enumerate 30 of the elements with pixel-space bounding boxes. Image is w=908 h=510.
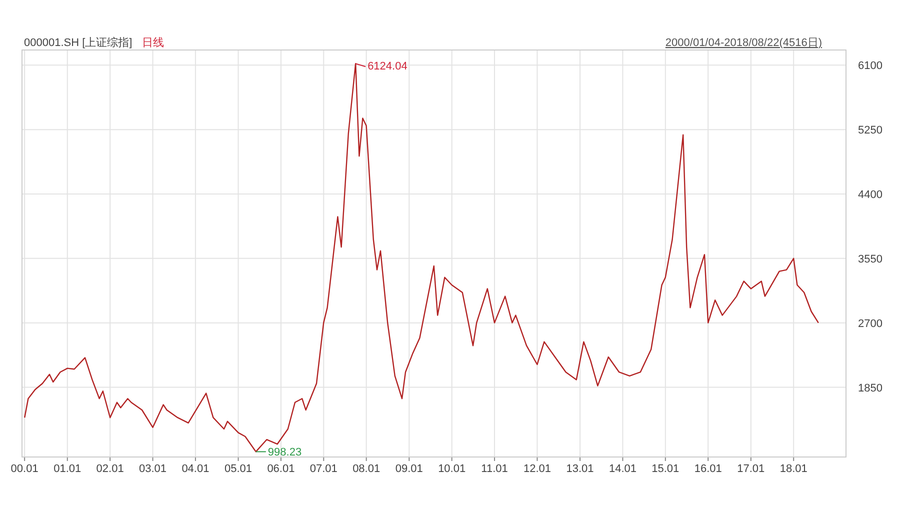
x-tick-label: 01.01 [54, 463, 82, 475]
y-tick-label: 2700 [858, 318, 882, 330]
annotation: 6124.04 [368, 60, 408, 73]
chart-subtitle: 日线 [142, 36, 164, 49]
y-tick-label: 5250 [858, 124, 882, 137]
text: 2000/01/04-2018/08/22(4516日) [665, 37, 822, 49]
x-tick-label: 05.01 [224, 463, 252, 475]
y-tick-label: 3550 [858, 253, 882, 266]
x-tick-label: 16.01 [694, 463, 722, 475]
y-tick-label: 1850 [858, 382, 882, 394]
x-tick-label: 10.01 [438, 463, 466, 475]
x-tick-label: 08.01 [352, 463, 380, 475]
y-tick-label: 4400 [858, 189, 882, 202]
x-tick-label: 13.01 [566, 463, 594, 475]
y-tick-label: 6100 [858, 60, 882, 72]
x-tick-label: 02.01 [96, 463, 124, 475]
x-tick-label: 12.01 [523, 463, 551, 475]
x-tick-label: 15.01 [652, 463, 680, 475]
x-tick-label: 04.01 [182, 463, 210, 475]
chart-title: 000001.SH [上证综指] [24, 36, 132, 49]
x-tick-label: 00.01 [10, 463, 38, 475]
x-tick-label: 03.01 [139, 463, 167, 475]
x-tick-label: 11.01 [481, 463, 508, 475]
x-tick-label: 06.01 [267, 463, 295, 475]
x-tick-label: 14.01 [608, 463, 636, 475]
x-tick-label: 18.01 [780, 463, 808, 475]
x-tick-label: 17.01 [737, 463, 765, 475]
x-tick-label: 09.01 [395, 463, 423, 475]
x-tick-label: 07.01 [310, 463, 338, 475]
annotation: 998.23 [268, 446, 302, 459]
